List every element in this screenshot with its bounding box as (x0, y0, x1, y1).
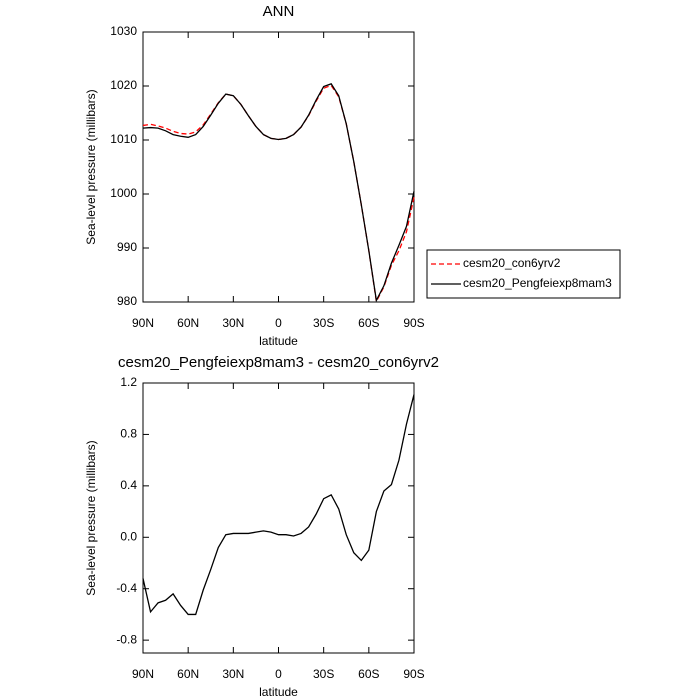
plot-frame (142, 382, 415, 654)
y-axis-label: Sea-level pressure (millibars) (84, 89, 98, 244)
x-tick-label: 60S (358, 667, 379, 681)
x-tick-label: 90S (403, 316, 424, 330)
y-tick-label: 980 (117, 294, 137, 308)
x-axis-label: latitude (259, 685, 298, 699)
series-line (142, 84, 415, 304)
chart-title: ANN (263, 3, 295, 20)
chart-title: cesm20_Pengfeiexp8mam3 - cesm20_con6yrv2 (118, 354, 439, 371)
x-tick-label: 0 (275, 316, 282, 330)
series-line (142, 394, 415, 616)
legend-label: cesm20_Pengfeiexp8mam3 (463, 276, 612, 290)
legend-box (426, 249, 621, 299)
x-tick-label: 30N (222, 316, 244, 330)
x-tick-label: 60N (177, 667, 199, 681)
y-tick-label: 1020 (110, 78, 137, 92)
y-tick-label: 990 (117, 240, 137, 254)
x-tick-label: 0 (275, 667, 282, 681)
plot-frame (142, 31, 415, 303)
y-tick-label: 0.4 (120, 478, 137, 492)
y-tick-label: 1030 (110, 24, 137, 38)
y-axis-label: Sea-level pressure (millibars) (84, 440, 98, 595)
y-tick-label: 0.0 (120, 529, 137, 543)
y-tick-label: 1000 (110, 186, 137, 200)
x-tick-label: 90N (132, 667, 154, 681)
x-tick-label: 90N (132, 316, 154, 330)
x-tick-label: 30S (313, 316, 334, 330)
x-axis-label: latitude (259, 334, 298, 348)
y-tick-label: 0.8 (120, 427, 137, 441)
legend-label: cesm20_con6yrv2 (463, 256, 561, 270)
y-tick-label: -0.4 (116, 581, 137, 595)
series-line (142, 83, 415, 303)
x-tick-label: 60S (358, 316, 379, 330)
x-tick-label: 30S (313, 667, 334, 681)
x-tick-label: 90S (403, 667, 424, 681)
x-tick-label: 30N (222, 667, 244, 681)
y-tick-label: -0.8 (116, 632, 137, 646)
y-tick-label: 1.2 (120, 375, 137, 389)
x-tick-label: 60N (177, 316, 199, 330)
y-tick-label: 1010 (110, 132, 137, 146)
